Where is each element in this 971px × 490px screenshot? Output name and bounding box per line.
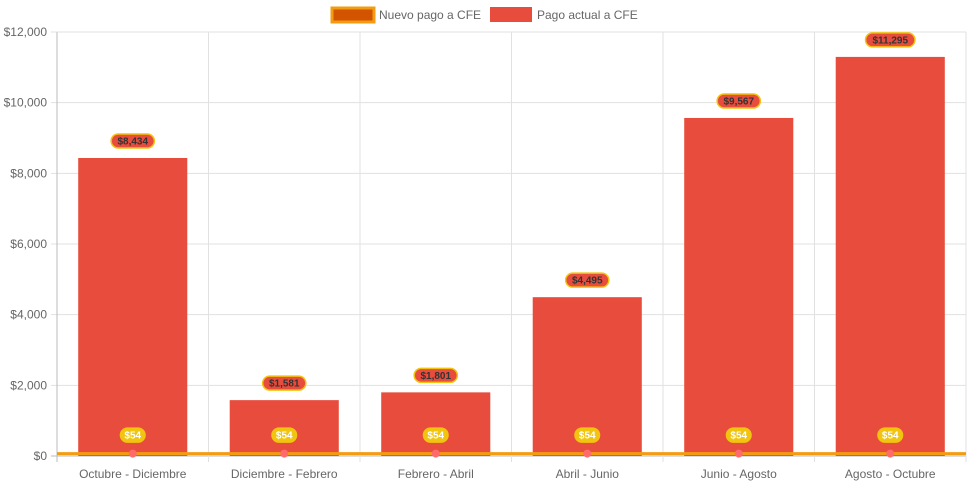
data-label: $11,295 [872, 35, 908, 46]
legend[interactable]: Nuevo pago a CFE Pago actual a CFE [330, 6, 638, 24]
legend-swatch [330, 6, 376, 24]
legend-item-nuevo-pago[interactable]: Nuevo pago a CFE [330, 6, 481, 24]
grid [51, 31, 967, 462]
legend-item-pago-actual[interactable]: Pago actual a CFE [490, 7, 638, 22]
legend-swatch [490, 7, 532, 22]
bar-pago-actual [78, 157, 188, 457]
y-tick-label: $10,000 [4, 96, 48, 110]
data-label: $54 [730, 431, 747, 442]
line-point [431, 449, 440, 458]
data-label: $1,801 [420, 371, 451, 382]
data-label-bg [716, 93, 762, 109]
y-tick-label: $6,000 [10, 237, 47, 251]
legend-label: Pago actual a CFE [537, 8, 638, 22]
y-tick-label: $8,000 [10, 166, 47, 180]
y-tick-label: $12,000 [4, 25, 48, 39]
data-label-bg [864, 32, 916, 48]
data-label-bg [574, 427, 601, 443]
y-tick-label: $0 [34, 449, 48, 463]
line-point [886, 449, 895, 458]
x-tick-label: Abril - Junio [556, 467, 620, 481]
x-tick-label: Febrero - Abril [398, 467, 474, 481]
x-tick-label: Junio - Agosto [701, 467, 777, 481]
bars [78, 56, 945, 457]
bar-pago-actual [835, 56, 945, 456]
data-label-bg [725, 427, 752, 443]
data-label: $54 [276, 431, 293, 442]
line-point [128, 449, 137, 458]
data-label-bg [261, 375, 307, 391]
data-label-bg [119, 427, 146, 443]
line-point [734, 449, 743, 458]
data-label: $54 [882, 431, 899, 442]
line-point [280, 449, 289, 458]
line-point [583, 449, 592, 458]
data-label: $54 [427, 431, 444, 442]
bar-pago-actual [381, 392, 491, 456]
data-label-bg [564, 272, 610, 288]
y-tick-label: $2,000 [10, 378, 47, 392]
axes: $0 $2,000 $4,000 $6,000 $8,000 $10,000 $12,000… [4, 25, 936, 481]
x-tick-label: Diciembre - Febrero [231, 467, 338, 481]
data-label: $9,567 [723, 96, 754, 107]
data-label: $4,495 [572, 276, 603, 287]
data-label-bg [110, 133, 156, 149]
data-label: $54 [124, 431, 141, 442]
data-label-bg [422, 427, 449, 443]
data-label-bg [413, 367, 459, 384]
line-series [57, 449, 966, 458]
legend-label: Nuevo pago a CFE [379, 8, 481, 22]
data-labels: $8,434 $1,581 $1,801 $4,495 $9,567 $11,295 $54… [110, 32, 916, 443]
x-tick-label: Agosto - Octubre [845, 467, 936, 481]
data-label: $54 [579, 431, 596, 442]
data-label-bg [877, 427, 904, 443]
data-label-bg [271, 427, 298, 443]
bar-pago-actual [684, 117, 794, 456]
x-tick-label: Octubre - Diciembre [79, 467, 187, 481]
data-label: $8,434 [117, 136, 148, 147]
y-tick-label: $4,000 [10, 308, 47, 322]
data-label: $1,581 [269, 379, 300, 390]
